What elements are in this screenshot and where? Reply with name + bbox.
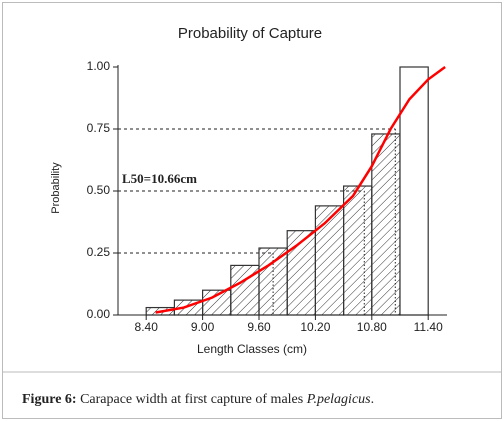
y-tick-label: 0.25 <box>87 245 111 259</box>
caption: Figure 6: Carapace width at first captur… <box>22 392 374 407</box>
y-tick-label: 0.75 <box>87 121 111 135</box>
chart-title: Probability of Capture <box>178 25 322 42</box>
y-axis-label: Probability <box>50 162 62 214</box>
x-tick-label: 10.80 <box>357 320 387 334</box>
y-tick-label: 0.00 <box>87 307 111 321</box>
x-tick-label: 9.60 <box>247 320 271 334</box>
annotation: L50=10.66cm <box>122 171 197 186</box>
x-tick-label: 9.00 <box>191 320 215 334</box>
x-tick-label: 10.20 <box>300 320 330 334</box>
caption-text: Carapace width at first capture of males <box>80 392 303 407</box>
caption-species: P.pelagicus <box>306 392 371 407</box>
caption-end: . <box>371 392 375 407</box>
x-tick-label: 8.40 <box>135 320 159 334</box>
bar <box>314 205 345 316</box>
bar <box>343 185 373 316</box>
bar <box>399 66 429 316</box>
y-tick-label: 1.00 <box>87 59 111 73</box>
x-axis-label: Length Classes (cm) <box>197 342 307 356</box>
y-tick-label: 0.50 <box>87 183 111 197</box>
fitted-curve <box>155 65 446 314</box>
x-tick-label: 11.40 <box>414 320 443 334</box>
caption-label: Figure 6: <box>22 392 77 407</box>
